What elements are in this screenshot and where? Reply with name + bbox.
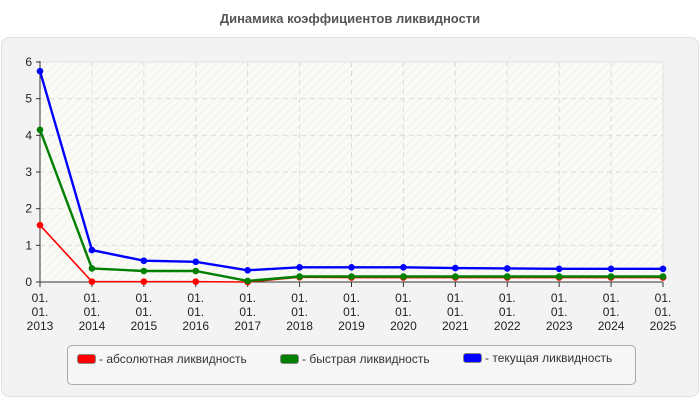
x-tick-label: 01. (32, 305, 49, 319)
y-tick-label: 2 (25, 202, 32, 216)
axes: 012345601.01.201301.01.201401.01.201501.… (25, 55, 676, 333)
data-point[interactable] (88, 265, 96, 272)
x-tick-label: 01. (135, 305, 152, 319)
data-point[interactable] (400, 264, 407, 271)
x-tick-label: 01. (239, 291, 256, 305)
x-tick-label: 2019 (338, 319, 365, 333)
x-tick-label: 2016 (182, 319, 209, 333)
data-point[interactable] (503, 273, 511, 280)
y-tick-label: 4 (25, 128, 32, 142)
x-tick-label: 01. (291, 305, 308, 319)
x-tick-label: 2025 (650, 319, 677, 333)
data-point[interactable] (36, 221, 44, 229)
x-tick-label: 01. (551, 305, 568, 319)
data-point[interactable] (607, 273, 615, 280)
red-swatch-icon (77, 354, 96, 364)
series-1 (36, 126, 667, 285)
x-tick-label: 2013 (27, 319, 54, 333)
x-tick-label: 01. (187, 305, 204, 319)
y-tick-label: 1 (25, 238, 32, 252)
x-tick-label: 2018 (286, 319, 313, 333)
x-tick-label: 01. (343, 305, 360, 319)
x-tick-label: 01. (603, 305, 620, 319)
series-lines (36, 67, 667, 286)
data-point[interactable] (296, 264, 303, 271)
x-tick-label: 01. (655, 291, 672, 305)
x-tick-label: 01. (447, 305, 464, 319)
x-tick-label: 01. (32, 291, 49, 305)
data-point[interactable] (659, 265, 667, 273)
data-point[interactable] (555, 265, 563, 273)
x-tick-label: 01. (603, 291, 620, 305)
x-tick-label: 01. (551, 291, 568, 305)
data-point[interactable] (503, 265, 511, 272)
green-swatch-icon (280, 354, 299, 364)
x-tick-label: 01. (135, 291, 152, 305)
data-point[interactable] (192, 278, 200, 285)
data-point[interactable] (659, 273, 667, 280)
x-tick-label: 2024 (598, 319, 625, 333)
data-point[interactable] (296, 273, 303, 280)
legend-label: - абсолютная ликвидность (99, 352, 247, 366)
legend: - абсолютная ликвидность - быстрая ликви… (67, 345, 636, 385)
chart-title: Динамика коэффициентов ликвидности (219, 11, 481, 26)
data-point[interactable] (88, 246, 96, 254)
x-tick-label: 01. (395, 305, 412, 319)
x-tick-label: 2022 (494, 319, 521, 333)
data-point[interactable] (348, 273, 355, 280)
data-point[interactable] (88, 278, 96, 285)
data-point[interactable] (244, 277, 251, 285)
x-tick-label: 01. (499, 305, 516, 319)
x-tick-label: 2015 (130, 319, 157, 333)
x-tick-label: 2014 (79, 319, 106, 333)
x-tick-label: 01. (343, 291, 360, 305)
series-2 (36, 67, 667, 274)
x-tick-label: 01. (395, 291, 412, 305)
legend-label: - быстрая ликвидность (302, 352, 430, 366)
legend-item-quick: - быстрая ликвидность (280, 352, 430, 366)
data-point[interactable] (400, 273, 407, 280)
y-tick-label: 3 (25, 165, 32, 179)
data-point[interactable] (452, 273, 459, 280)
grid-lines (40, 62, 663, 282)
x-tick-label: 2021 (442, 319, 469, 333)
x-tick-label: 2017 (234, 319, 261, 333)
data-point[interactable] (192, 267, 200, 275)
x-tick-label: 01. (291, 291, 308, 305)
data-point[interactable] (36, 126, 44, 134)
x-tick-label: 01. (239, 305, 256, 319)
x-tick-label: 01. (84, 291, 101, 305)
x-tick-label: 01. (447, 291, 464, 305)
legend-item-absolute: - абсолютная ликвидность (77, 352, 247, 366)
data-point[interactable] (140, 278, 148, 285)
legend-item-current: - текущая ликвидность (463, 351, 612, 365)
x-tick-label: 01. (187, 291, 204, 305)
y-tick-label: 6 (25, 55, 32, 69)
x-tick-label: 01. (499, 291, 516, 305)
data-point[interactable] (140, 257, 148, 265)
data-point[interactable] (192, 258, 200, 266)
x-tick-label: 01. (84, 305, 101, 319)
data-point[interactable] (244, 266, 251, 274)
x-tick-label: 2020 (390, 319, 417, 333)
data-point[interactable] (348, 264, 355, 271)
y-tick-label: 0 (25, 275, 32, 289)
data-point[interactable] (555, 273, 563, 280)
legend-label: - текущая ликвидность (485, 351, 613, 365)
data-point[interactable] (36, 67, 44, 75)
data-point[interactable] (607, 265, 615, 273)
blue-swatch-icon (463, 353, 482, 363)
x-tick-label: 01. (655, 305, 672, 319)
y-tick-label: 5 (25, 92, 32, 106)
data-point[interactable] (140, 267, 148, 275)
x-tick-label: 2023 (546, 319, 573, 333)
data-point[interactable] (452, 264, 459, 272)
